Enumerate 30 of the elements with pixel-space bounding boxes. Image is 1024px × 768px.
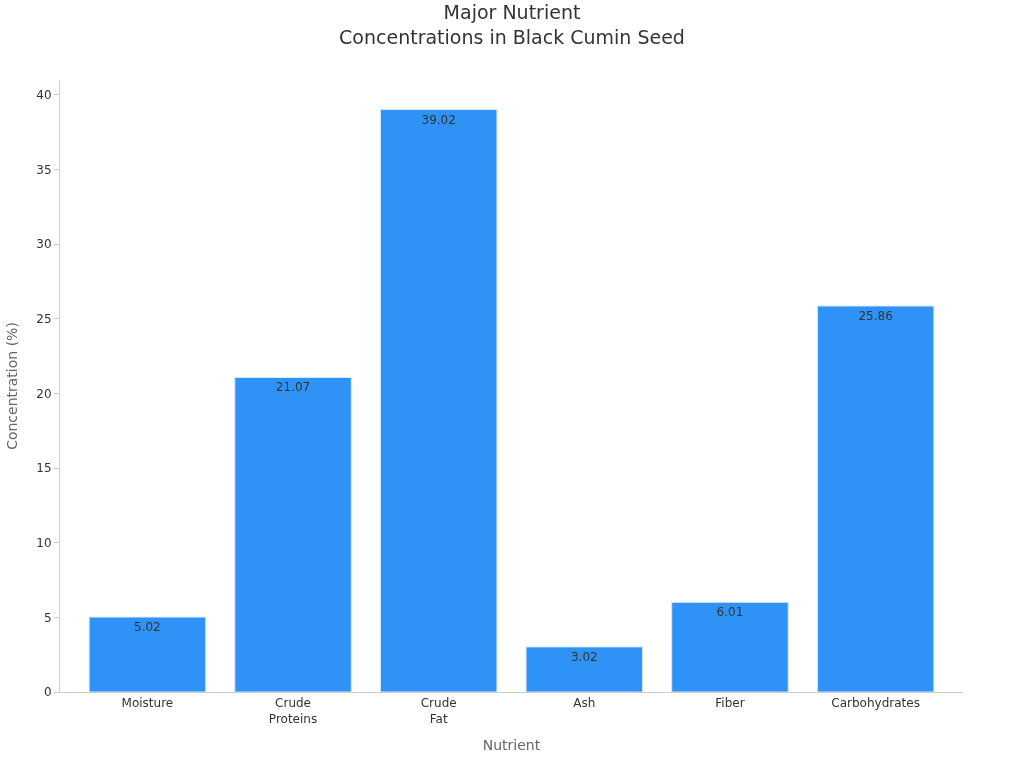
bar <box>234 376 352 692</box>
x-axis-title: Nutrient <box>482 737 541 754</box>
x-tick-label: Ash <box>573 696 596 711</box>
x-tick-label: Crude Proteins <box>268 696 318 726</box>
y-tick-label: 35 <box>36 162 52 177</box>
data-label: 3.02 <box>570 649 598 664</box>
y-axis-title: Concentration (%) <box>3 322 20 450</box>
y-tick-label: 20 <box>36 386 52 401</box>
bar <box>816 305 935 692</box>
y-tick-label: 10 <box>36 535 52 550</box>
bar <box>671 601 789 692</box>
y-tick-label: 40 <box>36 88 52 103</box>
data-label: 25.86 <box>858 308 893 323</box>
y-tick-label: 5 <box>43 610 52 625</box>
y-tick-label: 25 <box>36 312 52 327</box>
x-tick-label: Crude Fat <box>420 696 457 726</box>
y-tick-label: 0 <box>43 685 52 700</box>
data-label: 5.02 <box>134 620 161 635</box>
data-label: 6.01 <box>716 605 744 620</box>
bar <box>379 109 498 692</box>
data-label: 21.07 <box>275 380 311 395</box>
x-tick-label: Moisture <box>121 696 174 711</box>
x-tick-label: Fiber <box>715 696 745 711</box>
y-tick-label: 15 <box>36 461 52 476</box>
x-tick-label: Carbohydrates <box>831 696 920 711</box>
y-tick-label: 30 <box>36 237 52 252</box>
data-label: 39.02 <box>421 112 456 127</box>
chart-title: Major Nutrient Concentrations in Black Cumin Seed <box>339 1 685 48</box>
bar <box>88 616 207 692</box>
bar <box>525 646 644 692</box>
